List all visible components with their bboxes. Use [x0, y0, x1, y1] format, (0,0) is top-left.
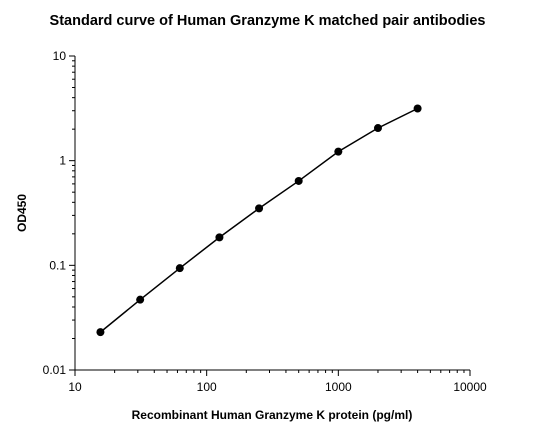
data-point [215, 233, 224, 242]
series-line [99, 107, 418, 333]
y-tick-label: 0.1 [49, 258, 66, 272]
x-tick-label: 10 [68, 380, 82, 394]
series [96, 104, 422, 337]
data-point [413, 104, 422, 113]
y-tick-label: 10 [53, 49, 67, 63]
data-point [334, 147, 343, 156]
chart-title: Standard curve of Human Granzyme K match… [49, 13, 486, 29]
data-point [255, 204, 264, 213]
data-point [175, 264, 184, 273]
data-point [136, 295, 145, 304]
x-tick-label: 10000 [453, 380, 487, 394]
x-tick-label: 100 [197, 380, 217, 394]
data-point [373, 124, 382, 133]
y-tick-label: 1 [59, 154, 66, 168]
y-ticks: 0.01 0.1 1 10 [43, 49, 75, 377]
data-point [96, 328, 105, 337]
x-tick-label: 1000 [325, 380, 352, 394]
y-tick-label: 0.01 [43, 363, 67, 377]
axes [74, 56, 470, 371]
x-ticks: 10 100 1000 10000 [68, 370, 487, 394]
x-axis-label: Recombinant Human Granzyme K protein (pg… [132, 408, 413, 422]
data-point [294, 176, 303, 185]
y-axis-label: OD450 [15, 194, 29, 232]
